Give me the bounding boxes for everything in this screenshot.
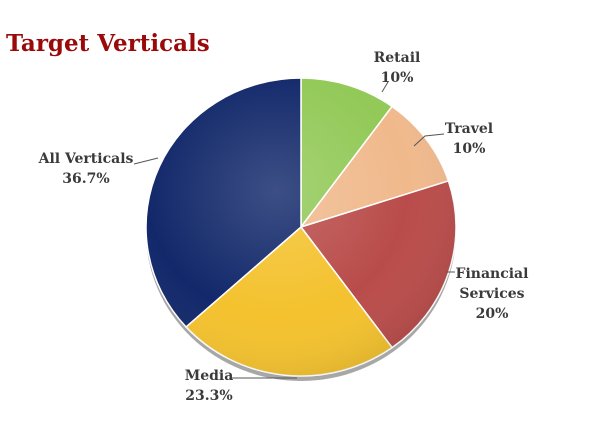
leader-lines (133, 81, 455, 379)
slice-label-all-verticals: All Verticals 36.7% (38, 151, 134, 187)
slice-label-line: 10% (381, 70, 414, 86)
slice-label-line: Retail (374, 50, 421, 66)
slice-label-line: 20% (476, 306, 509, 322)
leader-line-travel (413, 133, 445, 147)
slice-label-media: Media 23.3% (185, 368, 234, 404)
slice-label-line: 10% (453, 141, 486, 157)
chart-title: Target Verticals (6, 30, 210, 57)
slice-label-line: 36.7% (62, 171, 109, 187)
slice-label-travel: Travel 10% (445, 121, 493, 157)
slice-label-financial-services: Financial Services 20% (456, 266, 529, 322)
slice-labels: Retail 10% Travel 10% Financial Services 20% Me… (38, 50, 529, 404)
pie-slices (145, 77, 457, 377)
leader-line-retail (381, 81, 389, 93)
slice-label-line: Media (185, 368, 234, 384)
slice-label-retail: Retail 10% (374, 50, 421, 86)
slice-label-line: All Verticals (38, 151, 134, 167)
leader-line-all-verticals (133, 157, 159, 165)
slice-label-line: Services (459, 286, 524, 302)
slice-label-line: 23.3% (185, 388, 232, 404)
slice-label-line: Travel (445, 121, 493, 137)
slice-label-line: Financial (456, 266, 529, 282)
